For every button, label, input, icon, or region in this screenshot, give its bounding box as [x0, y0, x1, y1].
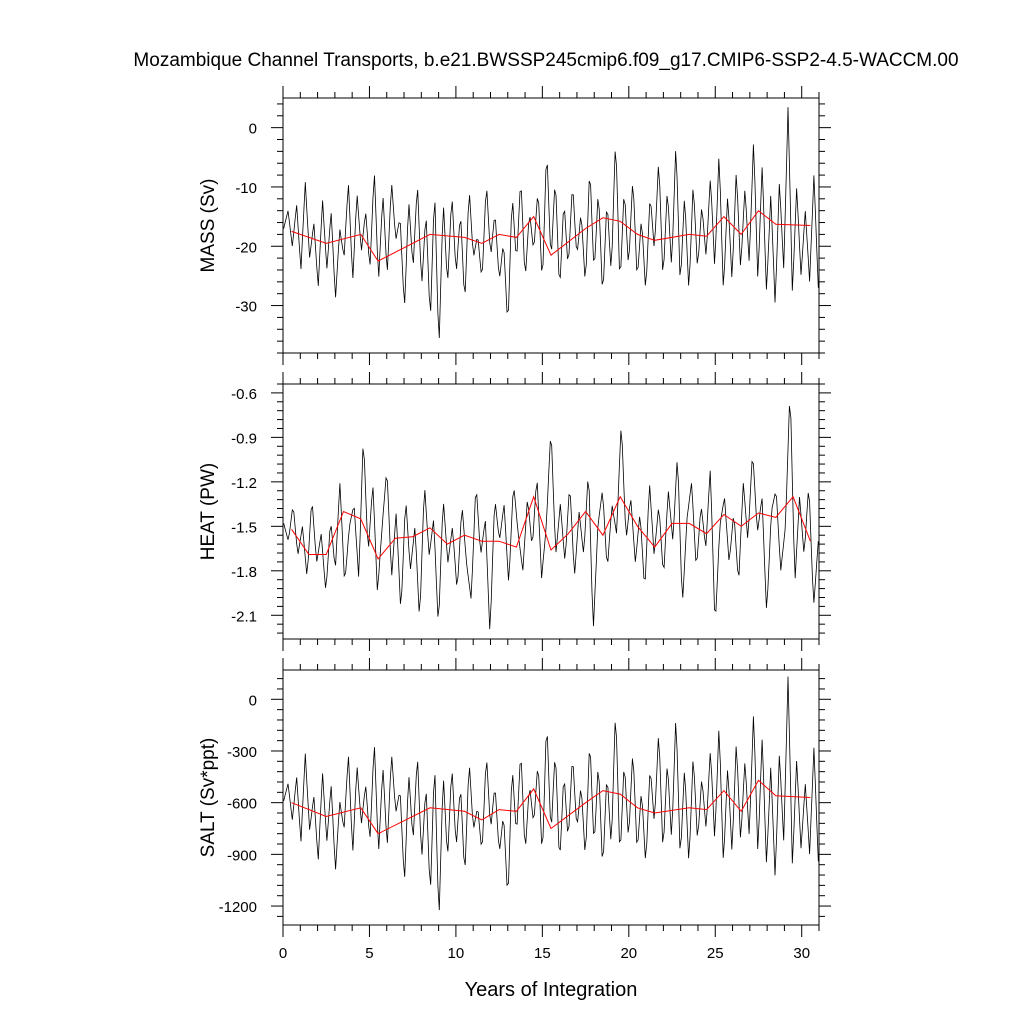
plot-frame — [282, 383, 820, 640]
y-tick-label: -2.1 — [231, 608, 257, 625]
chart-title: Mozambique Channel Transports, b.e21.BWS… — [133, 50, 958, 71]
x-tick-label: 30 — [793, 945, 810, 962]
x-tick-label: 20 — [620, 945, 637, 962]
x-tick-label: 25 — [707, 945, 724, 962]
y-tick-label: -1200 — [219, 899, 257, 916]
y-tick-label: -300 — [227, 744, 257, 761]
y-axis-label: MASS (Sv) — [198, 179, 219, 273]
y-tick-label: -1.2 — [231, 475, 257, 492]
monthly-series-line — [283, 107, 819, 339]
plot-frame — [282, 669, 820, 926]
x-tick-label: 15 — [534, 945, 551, 962]
panel-3: 0 -300 -600 -900 -1200 0 5 10 15 20 25 30 SALT (Sv*p… — [198, 658, 831, 962]
monthly-series-line — [283, 676, 819, 911]
x-tick-label: 5 — [365, 945, 373, 962]
y-tick-label: -1.5 — [231, 519, 257, 536]
annual-mean-line — [291, 209, 811, 262]
y-tick-label: -0.6 — [231, 386, 257, 403]
annual-mean-line — [291, 779, 811, 835]
monthly-series-line — [283, 405, 819, 630]
y-tick-label: 0 — [249, 121, 257, 138]
y-axis-label: SALT (Sv*ppt) — [198, 738, 219, 858]
y-axis-label: HEAT (PW) — [198, 463, 219, 560]
x-tick-label: 10 — [448, 945, 465, 962]
plot-frame — [282, 97, 820, 354]
annual-mean-line — [291, 495, 811, 560]
y-tick-label: -20 — [235, 239, 257, 256]
y-tick-label: -0.9 — [231, 430, 257, 447]
panel-2: -0.6 -0.9 -1.2 -1.5 -1.8 -2.1 HEAT (PW) — [198, 372, 831, 651]
y-tick-label: -900 — [227, 847, 257, 864]
y-tick-label: -1.8 — [231, 564, 257, 581]
y-tick-label: -10 — [235, 180, 257, 197]
x-axis-label: Years of Integration — [465, 979, 638, 1001]
y-tick-label: -600 — [227, 796, 257, 813]
y-tick-label: 0 — [249, 692, 257, 709]
x-tick-label: 0 — [279, 945, 287, 962]
panel-1: 0 -10 -20 -30 MASS (Sv) — [198, 86, 831, 365]
y-tick-label: -30 — [235, 299, 257, 316]
